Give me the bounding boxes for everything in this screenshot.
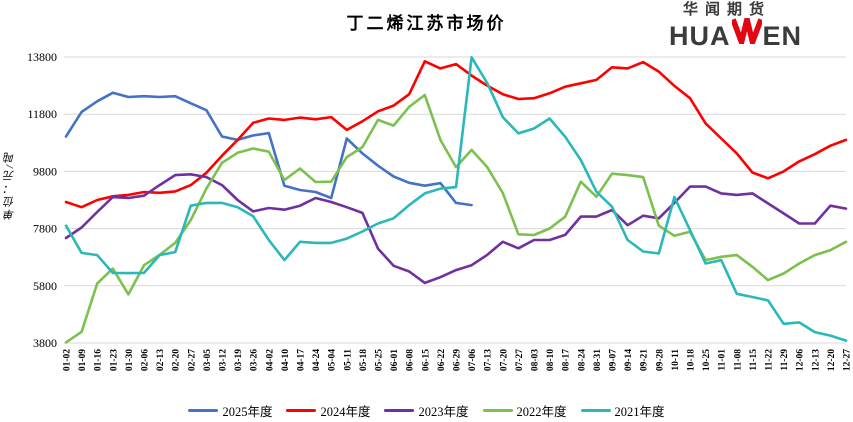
x-tick-label: 08-24 [577,349,587,371]
x-tick-label: 08-17 [562,349,572,371]
x-tick-label: 03-19 [234,349,244,371]
legend-item-2022年度: 2022年度 [482,401,567,420]
chart-title: 丁二烯江苏市场价 [346,14,507,33]
x-tick-label: 09-14 [624,349,634,371]
x-tick-label: 07-06 [468,349,478,371]
x-tick-label: 06-22 [437,349,447,371]
legend-line-swatch [482,408,513,413]
x-tick-label: 09-28 [655,349,665,371]
series-line-2023年度 [64,173,848,285]
x-tick-label: 06-01 [390,349,400,371]
x-tick-label: 04-10 [281,349,291,371]
x-tick-label: 11-08 [733,349,743,371]
series-line-2025年度 [64,91,473,207]
x-tick-label: 01-09 [78,349,88,371]
legend-item-2025年度: 2025年度 [188,401,272,420]
x-tick-label: 06-29 [453,349,463,371]
x-tick-label: 05-11 [343,349,353,371]
x-tick-label: 02-13 [156,349,166,371]
x-tick-label: 10-18 [687,349,697,371]
x-tick-label: 02-27 [187,349,197,371]
x-tick-label: 01-23 [109,349,119,371]
legend-line-swatch [384,408,415,413]
x-tick-label: 01-02 [63,349,73,371]
series-line-2022年度 [64,93,848,344]
x-tick-label: 12-06 [796,349,806,371]
legend-label: 2023年度 [418,405,469,419]
x-tick-label: 12-27 [843,349,853,371]
y-tick-label: 3800 [33,336,57,350]
series-line-2021年度 [64,55,848,342]
legend-line-swatch [188,408,219,413]
legend-label: 2024年度 [320,405,371,419]
x-tick-label: 02-06 [141,349,151,371]
y-tick-label: 13800 [27,50,57,64]
red-checkmark-w-icon [729,7,764,52]
x-tick-label: 04-24 [312,349,322,371]
y-tick-label: 11800 [27,107,57,121]
x-tick-label: 12-13 [811,349,821,371]
logo-hua: HUA [669,21,731,51]
x-tick-label: 09-07 [609,349,619,371]
y-tick-label: 9800 [33,164,57,178]
x-tick-label: 05-04 [328,349,338,371]
legend-line-swatch [286,408,317,413]
x-tick-label: 09-21 [640,349,650,371]
legend-item-2023年度: 2023年度 [384,401,469,420]
legend-line-swatch [580,408,611,413]
legend-label: 2025年度 [222,405,273,419]
x-tick-label: 12-20 [827,349,837,371]
x-tick-label: 05-18 [359,349,369,371]
x-tick-label: 06-15 [421,349,431,371]
x-tick-label: 11-29 [780,349,790,371]
chart-legend: 2025年度 2024年度 2023年度 2022年度 2021年度 [0,401,853,420]
series-line-2024年度 [64,59,848,209]
x-tick-label: 04-02 [265,349,275,371]
x-tick-label: 11-01 [718,349,728,371]
x-tick-label: 10-11 [671,349,681,371]
x-tick-label: 11-22 [765,349,775,371]
x-tick-label: 07-13 [484,349,494,371]
x-tick-label: 03-05 [203,349,213,371]
x-tick-label: 05-25 [375,349,385,371]
logo-en: EN [762,21,803,51]
x-tick-label: 01-30 [125,349,135,371]
x-tick-label: 03-12 [219,349,229,371]
x-tick-label: 06-08 [406,349,416,371]
x-tick-label: 07-27 [515,349,525,371]
y-tick-label: 5800 [33,279,57,293]
x-tick-label: 11-15 [749,349,759,371]
x-tick-label: 02-20 [172,349,182,371]
legend-item-2021年度: 2021年度 [580,401,665,420]
logo-chinese-text: 华闻期货 [683,1,772,18]
x-tick-label: 08-31 [593,349,603,371]
x-tick-label: 01-16 [94,349,104,371]
x-tick-label: 04-17 [297,349,307,371]
huawen-logo: 华闻期货 HUA EN [669,1,841,52]
y-tick-label: 7800 [33,222,57,236]
legend-label: 2022年度 [516,405,567,419]
x-tick-label: 08-10 [546,349,556,371]
x-tick-label: 03-26 [250,349,260,371]
x-tick-label: 08-03 [531,349,541,371]
legend-item-2024年度: 2024年度 [286,401,370,420]
x-tick-label: 10-25 [702,349,712,371]
legend-label: 2021年度 [614,405,665,419]
logo-english-text: HUA EN [669,7,841,52]
x-tick-label: 07-20 [499,349,509,371]
